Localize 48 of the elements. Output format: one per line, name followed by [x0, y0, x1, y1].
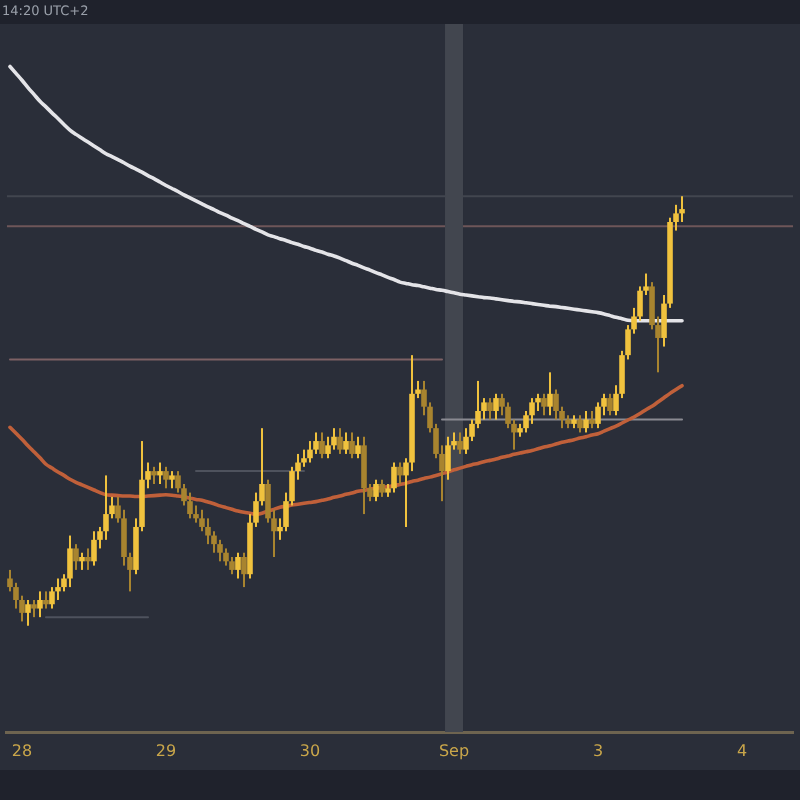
candlestick — [241, 551, 247, 589]
candlestick — [319, 431, 325, 460]
x-tick-label: 30 — [299, 741, 321, 760]
candlestick — [235, 551, 241, 580]
x-tick-label: 3 — [592, 741, 604, 760]
candlestick — [37, 590, 43, 619]
candlestick — [463, 427, 469, 455]
candlestick — [343, 431, 349, 455]
candlestick — [187, 491, 193, 520]
candlestick — [157, 461, 163, 485]
candlestick — [49, 586, 55, 610]
candlestick — [103, 474, 109, 541]
candlestick — [355, 435, 361, 460]
candlestick — [607, 392, 613, 417]
x-tick-label: 29 — [155, 741, 177, 760]
candlestick — [397, 461, 403, 485]
candlestick — [337, 427, 343, 455]
candlestick — [547, 371, 553, 417]
candlestick — [307, 440, 313, 464]
candlestick — [487, 397, 493, 421]
candlestick — [541, 392, 547, 417]
candlestick — [331, 427, 337, 451]
candlestick — [457, 431, 463, 455]
candlestick — [67, 534, 73, 589]
candlestick — [349, 431, 355, 460]
candlestick — [679, 195, 685, 223]
candlestick — [493, 392, 499, 421]
candlestick — [91, 530, 97, 567]
candlestick — [163, 465, 169, 490]
candlestick — [583, 409, 589, 434]
candlestick — [25, 598, 31, 627]
candlestick — [313, 431, 319, 455]
candlestick — [553, 388, 559, 421]
candlestick — [325, 435, 331, 460]
x-tick-label: 4 — [736, 741, 748, 760]
candlestick — [595, 401, 601, 430]
candlestick — [361, 435, 367, 516]
candlestick — [205, 517, 211, 546]
candlestick — [55, 577, 61, 601]
candlestick — [529, 397, 535, 425]
candlestick — [391, 461, 397, 494]
candlestick — [85, 547, 91, 571]
x-tick-label: 28 — [11, 741, 33, 760]
candlestick — [445, 435, 451, 481]
candlestick — [217, 538, 223, 563]
candlestick — [73, 543, 79, 571]
x-tick-label: Sep — [438, 741, 470, 760]
candlestick — [373, 478, 379, 503]
